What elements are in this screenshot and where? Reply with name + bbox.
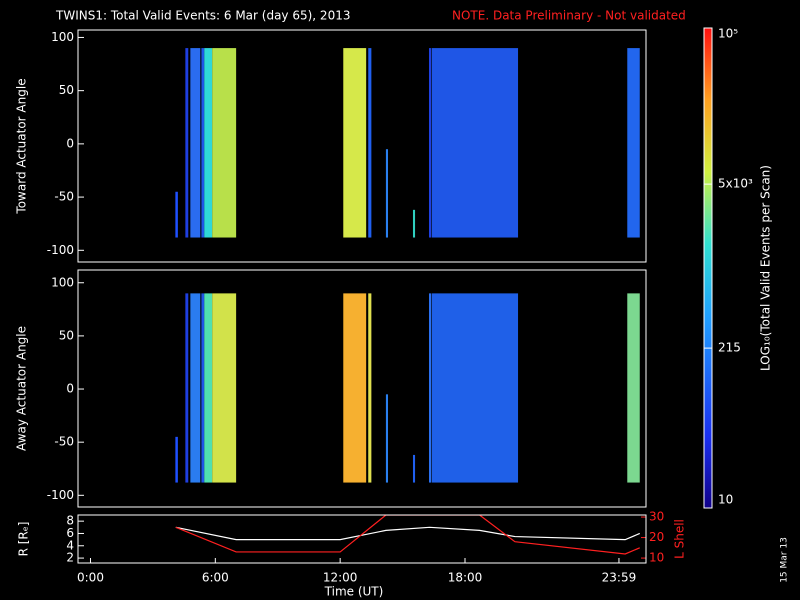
x-tick-label: 12:00 — [323, 571, 358, 585]
plot-frame — [77, 514, 647, 564]
line-series — [175, 515, 640, 555]
strip — [212, 48, 237, 238]
y2-axis-label: L Shell — [673, 519, 687, 559]
strip — [201, 293, 205, 483]
strip — [175, 191, 178, 238]
y2-tick-label: 20 — [649, 530, 664, 544]
strip — [212, 293, 237, 483]
y-tick-label: -50 — [54, 190, 74, 204]
colorbar — [703, 27, 713, 509]
y-tick-label: 50 — [59, 328, 74, 342]
plot-area — [78, 515, 646, 563]
plot-frame — [77, 29, 647, 263]
y2-tick-label: 10 — [649, 551, 664, 565]
plot-frame — [77, 269, 647, 508]
x-tick-label: 6:00 — [202, 571, 229, 585]
x-tick-label: 18:00 — [448, 571, 483, 585]
strip — [428, 293, 432, 483]
y-tick-label: 6 — [66, 526, 74, 540]
y-tick-label: -50 — [54, 435, 74, 449]
colorbar-label: LOG₁₀(Total Valid Events per Scan) — [759, 165, 773, 371]
colorbar-tick-label: 215 — [718, 341, 741, 355]
y-tick-label: 50 — [59, 83, 74, 97]
y2-tick-label: 30 — [649, 510, 664, 524]
colorbar-tick-label: 5x10³ — [718, 177, 753, 191]
strip — [343, 48, 367, 238]
y-axis-label: R [Rₑ] — [17, 522, 31, 557]
y-tick-label: 0 — [66, 136, 74, 150]
strip — [190, 48, 201, 238]
strip — [428, 48, 432, 238]
colorbar-tick-label: 10 — [718, 493, 733, 507]
strip — [368, 48, 372, 238]
strip — [190, 293, 201, 483]
strip — [412, 454, 416, 483]
y-axis-label: Away Actuator Angle — [15, 326, 29, 451]
strip — [368, 293, 372, 483]
strip — [185, 293, 189, 483]
strip — [204, 293, 213, 483]
strip — [385, 394, 389, 483]
y-tick-label: -100 — [47, 488, 74, 502]
strip — [431, 48, 519, 238]
y-tick-label: 0 — [66, 382, 74, 396]
strip — [627, 48, 640, 238]
side-date: 15 Mar 13 — [780, 537, 790, 583]
strip — [185, 48, 189, 238]
strip — [175, 436, 178, 483]
title: TWINS1: Total Valid Events: 6 Mar (day 6… — [55, 9, 350, 23]
strip — [627, 293, 640, 483]
strip — [201, 48, 205, 238]
x-axis-label: Time (UT) — [324, 585, 384, 599]
strip — [204, 48, 213, 238]
y-tick-label: 100 — [51, 30, 74, 44]
line-series — [175, 526, 640, 541]
y-tick-label: 8 — [66, 514, 74, 528]
strip — [343, 293, 367, 483]
y-tick-label: 100 — [51, 275, 74, 289]
x-tick-label: 23:59 — [602, 571, 637, 585]
strip — [385, 149, 389, 238]
y-tick-label: -100 — [47, 243, 74, 257]
colorbar-tick-label: 10⁵ — [718, 27, 738, 41]
y-tick-label: 2 — [66, 551, 74, 565]
y-tick-label: 4 — [66, 538, 74, 552]
note: NOTE. Data Preliminary - Not validated — [452, 9, 686, 23]
strip — [431, 293, 519, 483]
x-tick-label: 0:00 — [77, 571, 104, 585]
strip — [412, 209, 416, 238]
y-axis-label: Toward Actuator Angle — [15, 78, 29, 214]
